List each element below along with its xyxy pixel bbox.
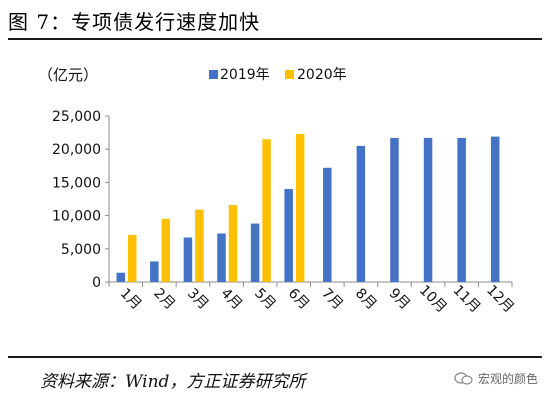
- bar-2019: [490, 136, 500, 282]
- y-tick-label: 15,000: [52, 175, 101, 191]
- bar-2020: [195, 209, 204, 282]
- x-tick-label: 1月: [117, 285, 145, 313]
- x-tick-label: 12月: [483, 282, 517, 316]
- bar-2019: [423, 137, 433, 282]
- watermark: 宏观的颜色: [454, 370, 538, 387]
- x-tick-label: 4月: [218, 285, 246, 313]
- bar-2019: [150, 261, 159, 282]
- wechat-icon: [454, 371, 473, 385]
- x-tick-label: 8月: [352, 285, 380, 313]
- y-tick-label: 0: [92, 275, 101, 291]
- bar-2020: [262, 139, 271, 282]
- bar-2019: [217, 233, 226, 282]
- x-tick-label: 2月: [150, 285, 178, 313]
- legend-swatch-2019: [209, 70, 218, 79]
- bar-chart: 0 5,000 10,000 15,000 20,000 25,000 （亿元） 1月 2月 3月…: [38, 66, 517, 316]
- bar-2019: [356, 145, 366, 282]
- x-tick-label: 10月: [416, 282, 450, 316]
- x-tick-label: 11月: [450, 282, 484, 316]
- x-tick-label: 6月: [285, 285, 313, 313]
- watermark-text: 宏观的颜色: [477, 372, 538, 386]
- bar-2019: [323, 167, 332, 282]
- x-tick-label: 5月: [251, 285, 279, 313]
- y-tick-label: 20,000: [52, 142, 101, 158]
- legend-swatch-2020: [285, 70, 294, 79]
- y-unit-label: （亿元）: [38, 66, 98, 84]
- x-tick-label: 7月: [318, 285, 346, 313]
- bar-2020: [295, 133, 305, 282]
- bar-2019: [284, 189, 293, 282]
- bar-2020: [128, 234, 137, 282]
- source-note: 资料来源：Wind，方正证券研究所: [40, 372, 306, 392]
- bar-2020: [161, 218, 171, 282]
- title-rule: [8, 38, 542, 40]
- y-tick-label: 5,000: [61, 242, 101, 258]
- figure-title: 图 7：专项债发行速度加快: [8, 10, 261, 34]
- bar-2019: [116, 272, 125, 282]
- x-tick-label: 3月: [184, 285, 212, 313]
- bar-2019: [457, 137, 466, 282]
- legend-label-2020: 2020年: [297, 67, 347, 83]
- y-tick-label: 25,000: [52, 109, 101, 125]
- bar-2019: [250, 223, 260, 282]
- bar-2019: [183, 237, 193, 282]
- bottom-rule: [8, 356, 542, 358]
- bar-2020: [228, 204, 238, 282]
- legend-label-2019: 2019年: [220, 67, 270, 83]
- y-tick-label: 10,000: [52, 209, 101, 225]
- bar-2019: [390, 137, 399, 282]
- x-tick-label: 9月: [386, 285, 414, 313]
